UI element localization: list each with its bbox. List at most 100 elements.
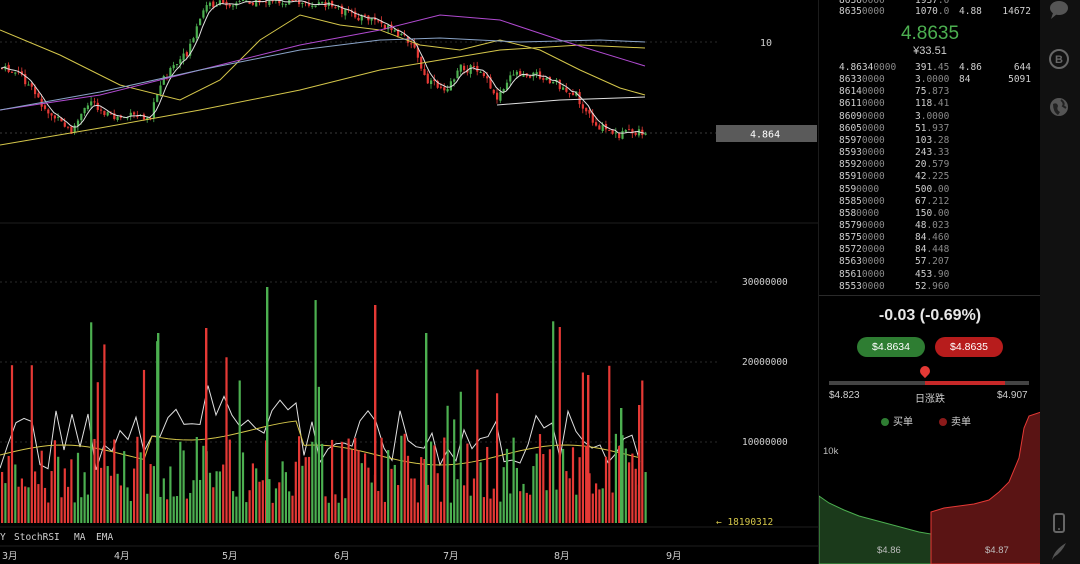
- bid-row[interactable]: 8580000 150.00: [819, 208, 1041, 220]
- volume-bar: [410, 478, 413, 523]
- volume-bar: [103, 344, 106, 523]
- bid-button[interactable]: $4.8634: [857, 337, 925, 357]
- bid-row[interactable]: 85970000 103.28: [819, 135, 1041, 147]
- bid-size-dim: .207: [926, 256, 950, 268]
- bid-row[interactable]: 86050000 51.937: [819, 123, 1041, 135]
- bid-row[interactable]: 85910000 42.225: [819, 171, 1041, 183]
- bid-row[interactable]: 85790000 48.023: [819, 220, 1041, 232]
- ask-row[interactable]: 86350000 1070.0 4.88 14672: [819, 6, 1041, 18]
- candle: [172, 65, 175, 69]
- volume-bar: [393, 464, 396, 523]
- depth-chart[interactable]: 10k: [819, 408, 1041, 564]
- chart-canvas[interactable]: 10 4.864 30000000 20000000 10000000 ← 18…: [0, 0, 818, 564]
- bid-row[interactable]: 85610000 453.90: [819, 269, 1041, 281]
- bid-row[interactable]: 86140000 75.873: [819, 86, 1041, 98]
- ask-row[interactable]: 86360000 1937.0: [819, 0, 1041, 7]
- candle: [340, 5, 344, 15]
- indicator-y[interactable]: Y: [0, 532, 6, 543]
- volume-bar: [535, 453, 538, 523]
- bid-row[interactable]: 4.86340000 391.45 4.86 644: [819, 62, 1041, 74]
- candle: [456, 70, 459, 79]
- bid-price: 8572: [839, 244, 862, 256]
- candle: [301, 2, 304, 4]
- volume-bar: [182, 450, 185, 523]
- candle: [479, 71, 482, 73]
- indicator-stochrsi[interactable]: StochRSI: [14, 532, 60, 543]
- volume-bar: [522, 483, 525, 523]
- globe-icon[interactable]: [1048, 96, 1070, 118]
- indicator-ma[interactable]: MA: [74, 532, 86, 543]
- bid-price-dim: 0000: [861, 219, 885, 231]
- candle: [499, 91, 502, 101]
- x-axis-label: 6月: [334, 551, 350, 562]
- bid-row[interactable]: 85720000 84.448: [819, 244, 1041, 256]
- bid-size: 84: [915, 232, 927, 244]
- bid-row[interactable]: 85630000 57.207: [819, 256, 1041, 268]
- candle: [535, 72, 538, 75]
- volume-axis-label: 10000000: [742, 437, 788, 448]
- candle: [558, 79, 561, 90]
- volume-bar: [482, 497, 485, 523]
- volume-bar: [307, 456, 311, 523]
- bid-row[interactable]: 85850000 67.212: [819, 196, 1041, 208]
- candle: [317, 2, 320, 5]
- volume-bar: [357, 450, 360, 523]
- candle: [542, 78, 545, 80]
- bid-row[interactable]: 85530000 52.960: [819, 281, 1041, 293]
- bid-row[interactable]: 85750000 84.460: [819, 232, 1041, 244]
- volume-bar: [199, 479, 202, 523]
- candle: [509, 75, 512, 82]
- bid-size-dim: .225: [926, 171, 950, 183]
- feather-icon[interactable]: [1048, 540, 1070, 562]
- volume-bar: [433, 445, 436, 523]
- bid-row[interactable]: 86110000 118.41: [819, 98, 1041, 110]
- candle: [185, 52, 188, 57]
- bid-row[interactable]: 85920000 20.579: [819, 159, 1041, 171]
- bid-row[interactable]: 86090000 3.0000: [819, 111, 1041, 123]
- volume-bar: [57, 456, 60, 523]
- volume-bar: [512, 437, 515, 523]
- candle: [202, 10, 205, 18]
- volume-bar: [446, 405, 449, 523]
- volume-bar: [331, 439, 334, 523]
- candle: [7, 64, 10, 72]
- candle: [205, 5, 208, 12]
- ask-button[interactable]: $4.8635: [935, 337, 1003, 357]
- volume-bar: [258, 481, 261, 523]
- candle: [505, 82, 509, 90]
- bid-row[interactable]: 86330000 3.0000 84 5091: [819, 74, 1041, 86]
- volume-bar: [317, 386, 320, 523]
- price-chart[interactable]: 10 4.864 30000000 20000000 10000000 ← 18…: [0, 0, 818, 564]
- bid-size-dim: .0000: [920, 74, 950, 86]
- candle: [423, 69, 426, 76]
- phone-icon[interactable]: [1048, 512, 1070, 534]
- volume-bar: [416, 502, 419, 523]
- x-axis-label: 7月: [443, 551, 459, 562]
- volume-bar: [608, 365, 611, 523]
- volume-bar: [232, 491, 235, 523]
- indicator-ema[interactable]: EMA: [96, 532, 113, 543]
- candle: [47, 109, 50, 114]
- chat-icon[interactable]: [1048, 0, 1070, 22]
- candle: [360, 15, 363, 21]
- volume-bar: [73, 502, 76, 523]
- volume-bar: [641, 380, 644, 523]
- last-price: 4.8635: [900, 23, 960, 44]
- bid-row[interactable]: 85930000 243.33: [819, 147, 1041, 159]
- volume-bar: [100, 467, 103, 523]
- bid-size-dim: .90: [932, 268, 950, 280]
- bid-size-dim: .460: [926, 232, 950, 244]
- candle: [1, 68, 4, 70]
- bitcoin-icon[interactable]: B: [1048, 48, 1070, 70]
- candle: [459, 64, 462, 72]
- candle: [624, 130, 627, 132]
- candle: [334, 7, 337, 9]
- volume-bar: [587, 375, 590, 523]
- volume-bar: [634, 468, 637, 523]
- bid-size: 84: [915, 244, 927, 256]
- candle: [76, 120, 80, 127]
- volume-bar: [604, 456, 608, 523]
- bid-price-dim: 0000: [861, 232, 885, 244]
- bid-price: 859: [839, 183, 857, 195]
- bid-row[interactable]: 8590000 500.00: [819, 184, 1041, 196]
